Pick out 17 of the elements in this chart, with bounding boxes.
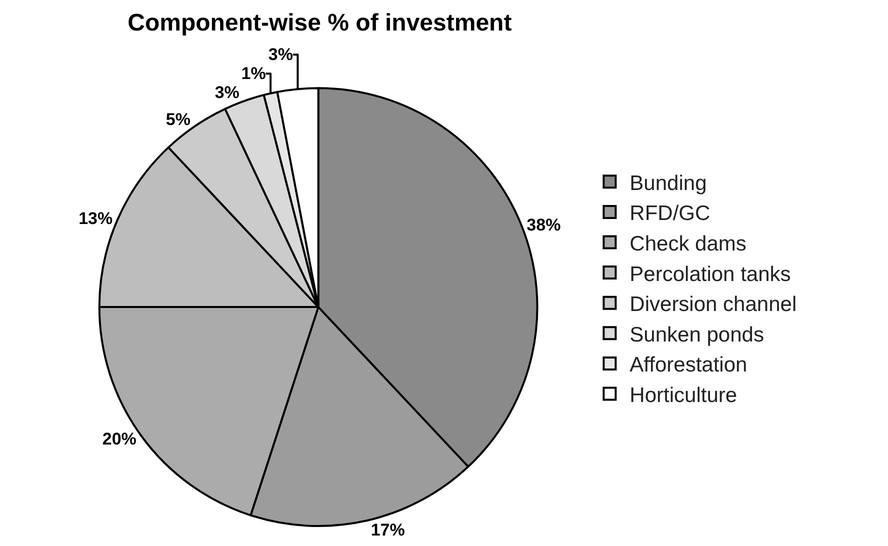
legend-label: Bunding <box>630 172 707 195</box>
data-label: 20% <box>102 430 136 449</box>
data-label: 3% <box>214 83 240 102</box>
chart-title: Component-wise % of investment <box>128 9 512 36</box>
legend-label: Afforestation <box>630 354 748 377</box>
legend-label: RFD/GC <box>630 202 710 226</box>
legend-label: Diversion channel <box>630 293 797 316</box>
legend-label: Sunken ponds <box>630 323 764 346</box>
legend-label: Percolation tanks <box>630 262 791 286</box>
legend-label: Horticulture <box>630 384 738 407</box>
data-label: 3% <box>268 45 293 64</box>
data-label: 1% <box>241 64 266 84</box>
data-label: 5% <box>166 110 190 129</box>
data-label: 38% <box>526 216 561 235</box>
legend-label: Check dams <box>630 232 746 256</box>
data-label: 17% <box>370 520 405 540</box>
data-label: 13% <box>78 209 113 228</box>
